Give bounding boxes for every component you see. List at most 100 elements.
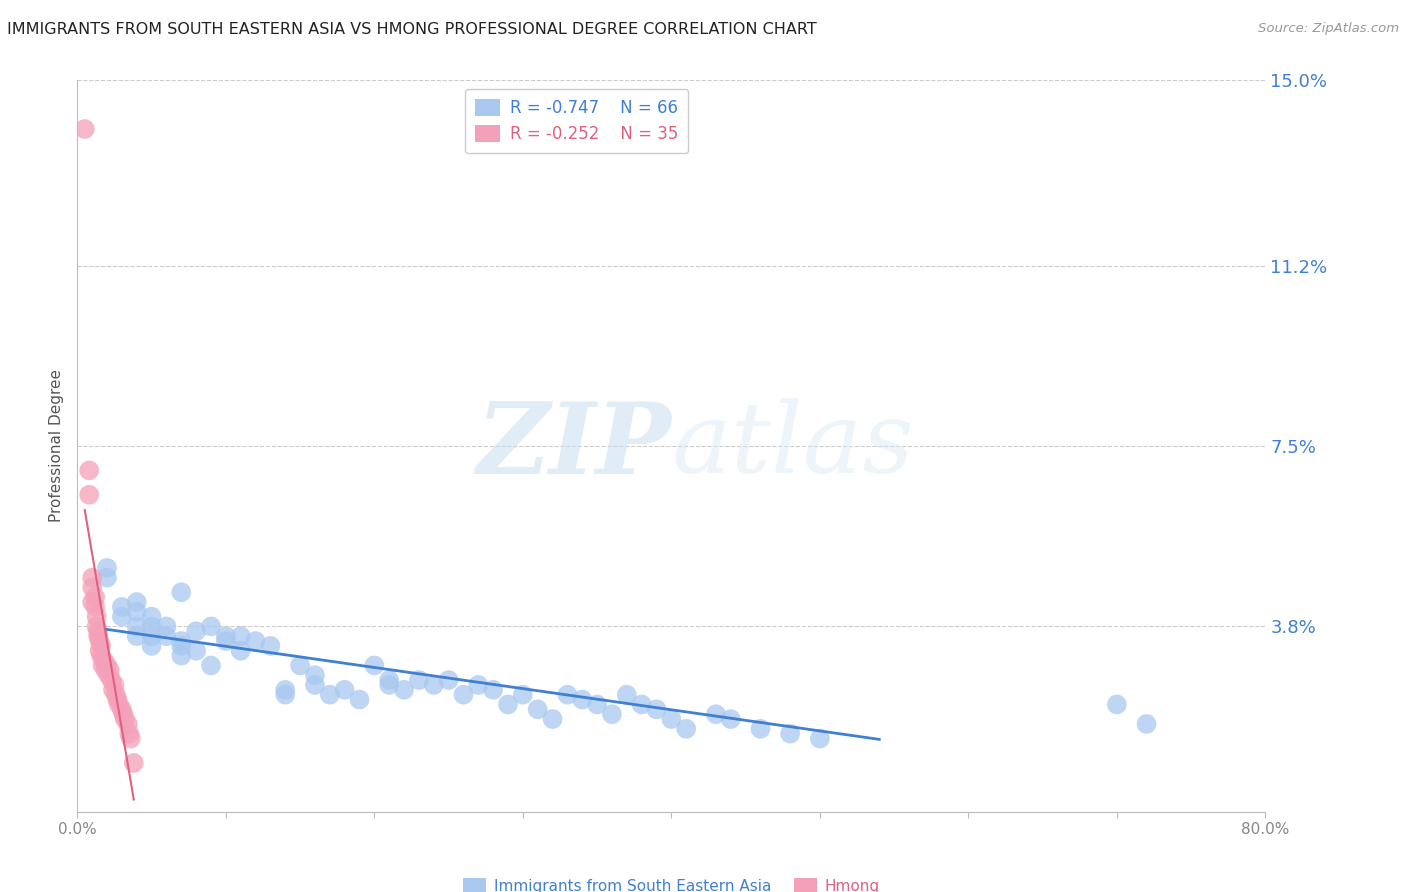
Point xyxy=(186,624,208,639)
Point xyxy=(96,658,118,673)
Point xyxy=(111,599,134,614)
Point xyxy=(378,678,401,692)
Point xyxy=(392,682,415,697)
Point xyxy=(229,629,252,643)
Point xyxy=(496,698,519,712)
Point xyxy=(749,722,772,736)
Y-axis label: Professional Degree: Professional Degree xyxy=(49,369,65,523)
Point xyxy=(155,629,177,643)
Point xyxy=(453,688,475,702)
Point xyxy=(82,595,104,609)
Point xyxy=(101,682,124,697)
Point xyxy=(96,561,118,575)
Point xyxy=(229,644,252,658)
Point xyxy=(186,644,208,658)
Point xyxy=(645,702,668,716)
Text: atlas: atlas xyxy=(672,399,914,493)
Point xyxy=(94,663,117,677)
Point xyxy=(141,629,163,643)
Point xyxy=(274,682,297,697)
Point xyxy=(259,639,281,653)
Point xyxy=(170,648,193,663)
Point xyxy=(215,629,238,643)
Point xyxy=(215,634,238,648)
Point xyxy=(363,658,385,673)
Point xyxy=(93,654,115,668)
Point xyxy=(557,688,579,702)
Point xyxy=(86,609,108,624)
Point xyxy=(200,658,222,673)
Point xyxy=(482,682,505,697)
Point xyxy=(125,629,148,643)
Point xyxy=(120,731,142,746)
Point xyxy=(333,682,356,697)
Point xyxy=(97,668,120,682)
Point xyxy=(90,639,112,653)
Point xyxy=(82,581,104,595)
Point xyxy=(111,609,134,624)
Point xyxy=(200,619,222,633)
Point xyxy=(107,692,129,706)
Point xyxy=(541,712,564,726)
Point xyxy=(720,712,742,726)
Point xyxy=(141,609,163,624)
Point xyxy=(114,712,136,726)
Point xyxy=(304,668,326,682)
Point xyxy=(100,673,122,687)
Point xyxy=(571,692,593,706)
Point xyxy=(704,707,727,722)
Point xyxy=(467,678,489,692)
Point xyxy=(73,122,96,136)
Point xyxy=(125,619,148,633)
Point xyxy=(125,595,148,609)
Point xyxy=(86,619,108,633)
Point xyxy=(512,688,534,702)
Point xyxy=(675,722,697,736)
Point xyxy=(1135,717,1157,731)
Point xyxy=(141,619,163,633)
Point xyxy=(422,678,444,692)
Point xyxy=(170,639,193,653)
Point xyxy=(349,692,371,706)
Point xyxy=(87,629,110,643)
Point xyxy=(245,634,267,648)
Point xyxy=(170,634,193,648)
Point xyxy=(122,756,145,770)
Point xyxy=(661,712,683,726)
Point xyxy=(437,673,460,687)
Point xyxy=(91,658,114,673)
Point xyxy=(84,599,107,614)
Point xyxy=(125,605,148,619)
Point xyxy=(111,702,134,716)
Text: IMMIGRANTS FROM SOUTH EASTERN ASIA VS HMONG PROFESSIONAL DEGREE CORRELATION CHAR: IMMIGRANTS FROM SOUTH EASTERN ASIA VS HM… xyxy=(7,22,817,37)
Point xyxy=(87,624,110,639)
Point xyxy=(319,688,342,702)
Point xyxy=(586,698,609,712)
Legend: Immigrants from South Eastern Asia, Hmong: Immigrants from South Eastern Asia, Hmon… xyxy=(456,871,887,892)
Point xyxy=(274,688,297,702)
Text: ZIP: ZIP xyxy=(477,398,672,494)
Point xyxy=(526,702,548,716)
Point xyxy=(104,688,127,702)
Point xyxy=(84,590,107,604)
Point xyxy=(630,698,652,712)
Point xyxy=(108,698,131,712)
Point xyxy=(170,585,193,599)
Point xyxy=(600,707,623,722)
Point xyxy=(103,678,125,692)
Point xyxy=(304,678,326,692)
Point xyxy=(96,571,118,585)
Point xyxy=(808,731,831,746)
Point xyxy=(89,634,111,648)
Text: Source: ZipAtlas.com: Source: ZipAtlas.com xyxy=(1258,22,1399,36)
Point xyxy=(1105,698,1128,712)
Point xyxy=(89,644,111,658)
Point xyxy=(141,639,163,653)
Point xyxy=(779,727,801,741)
Point xyxy=(77,488,100,502)
Point xyxy=(118,727,141,741)
Point xyxy=(616,688,638,702)
Point xyxy=(378,673,401,687)
Point xyxy=(117,717,139,731)
Point xyxy=(112,707,135,722)
